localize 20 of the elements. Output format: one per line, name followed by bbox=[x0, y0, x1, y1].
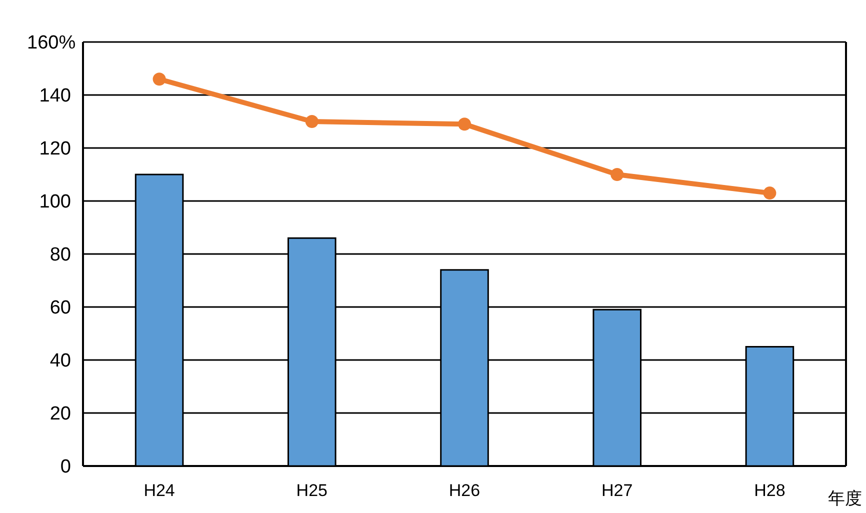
y-tick-label: 100 bbox=[39, 192, 71, 213]
point bbox=[305, 115, 318, 128]
point bbox=[458, 118, 471, 131]
x-tick-label: H25 bbox=[296, 481, 328, 500]
x-tick-label: H27 bbox=[602, 481, 633, 500]
point bbox=[763, 186, 776, 200]
x-axis-title: 年度 bbox=[828, 489, 862, 508]
x-tick-label: H26 bbox=[448, 481, 480, 500]
point bbox=[152, 72, 166, 86]
y-tick-label: 140 bbox=[39, 86, 71, 107]
y-tick-label: 0 bbox=[60, 456, 71, 478]
y-tick-label: 160% bbox=[27, 32, 76, 54]
point bbox=[610, 168, 624, 181]
y-tick-label: 120 bbox=[39, 138, 71, 160]
y-tick-label: 80 bbox=[50, 244, 71, 266]
x-tick-label: H28 bbox=[754, 481, 786, 500]
x-tick-label: H24 bbox=[144, 481, 175, 500]
y-tick-label: 40 bbox=[50, 350, 71, 372]
y-tick-label: 20 bbox=[50, 404, 71, 425]
y-tick-label: 60 bbox=[50, 298, 71, 319]
